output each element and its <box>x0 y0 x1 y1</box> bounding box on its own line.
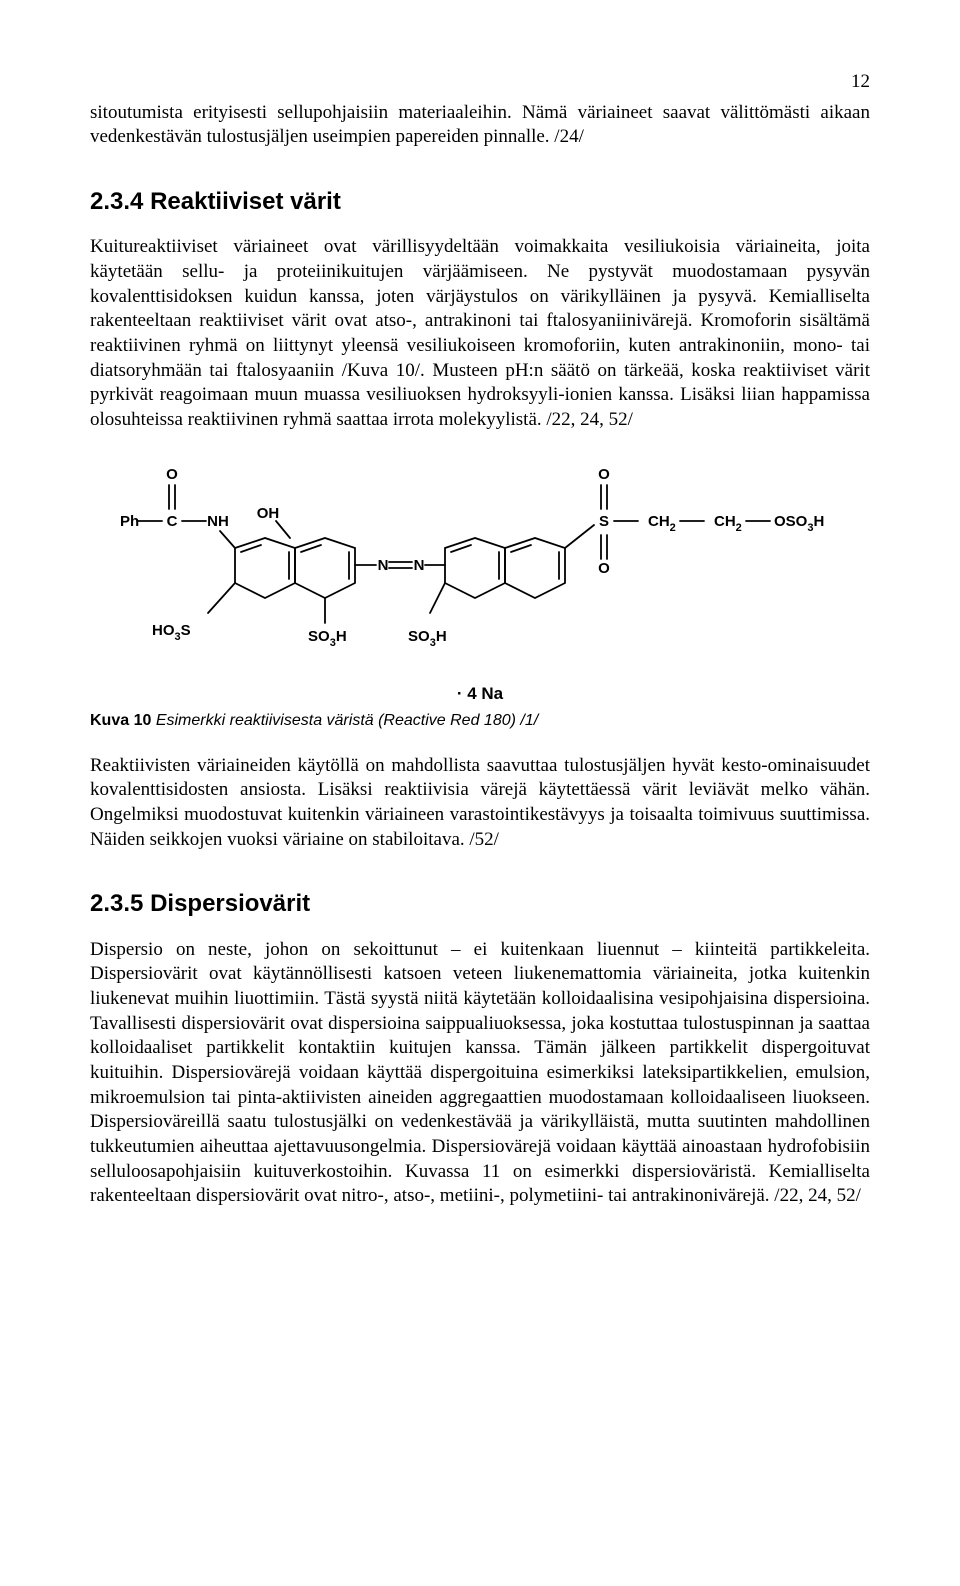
chem-label-Ph: Ph <box>120 513 139 530</box>
section-2-3-4-heading: 2.3.4 Reaktiiviset värit <box>90 186 870 217</box>
chem-label-O3: O <box>598 560 610 577</box>
chem-label-S: S <box>599 513 609 530</box>
chem-label-N2: N <box>414 557 425 574</box>
section-title: Reaktiiviset värit <box>150 188 341 215</box>
figure-title: Esimerkki reaktiivisesta väristä (Reacti… <box>156 712 538 729</box>
section-title: Dispersiovärit <box>150 890 310 917</box>
chem-label-N1: N <box>378 557 389 574</box>
figure-10-caption: Kuva 10 Esimerkki reaktiivisesta väristä… <box>90 711 870 732</box>
section-number: 2.3.5 <box>90 890 143 917</box>
chemical-structure-figure: O Ph C NH OH N N O S O CH2 CH2 OSO3H HO3… <box>90 453 870 653</box>
chem-label-O1: O <box>166 466 178 483</box>
chem-label-SO3Hb: SO3H <box>408 628 447 649</box>
chem-label-C: C <box>167 513 178 530</box>
chem-label-CH2a: CH2 <box>648 513 676 534</box>
chem-label-CH2b: CH2 <box>714 513 742 534</box>
intro-paragraph: sitoutumista erityisesti sellupohjaisiin… <box>90 101 870 150</box>
chem-label-NH: NH <box>207 513 229 530</box>
section-2-3-5-paragraph: Dispersio on neste, johon on sekoittunut… <box>90 938 870 1210</box>
chem-label-OH: OH <box>257 505 280 522</box>
page-number: 12 <box>90 70 870 95</box>
sodium-count: · 4 Na <box>90 683 870 705</box>
section-2-3-4-paragraph: Kuitureaktiiviset väriaineet ovat värill… <box>90 235 870 433</box>
chem-label-O2: O <box>598 466 610 483</box>
chem-label-HO3S: HO3S <box>152 622 191 643</box>
section-number: 2.3.4 <box>90 188 143 215</box>
figure-label: Kuva 10 <box>90 712 151 729</box>
section-2-3-5-heading: 2.3.5 Dispersiovärit <box>90 888 870 919</box>
chem-label-OSO3H: OSO3H <box>774 513 824 534</box>
chem-label-SO3Ha: SO3H <box>308 628 347 649</box>
reactive-use-paragraph: Reaktiivisten väriaineiden käytöllä on m… <box>90 754 870 853</box>
